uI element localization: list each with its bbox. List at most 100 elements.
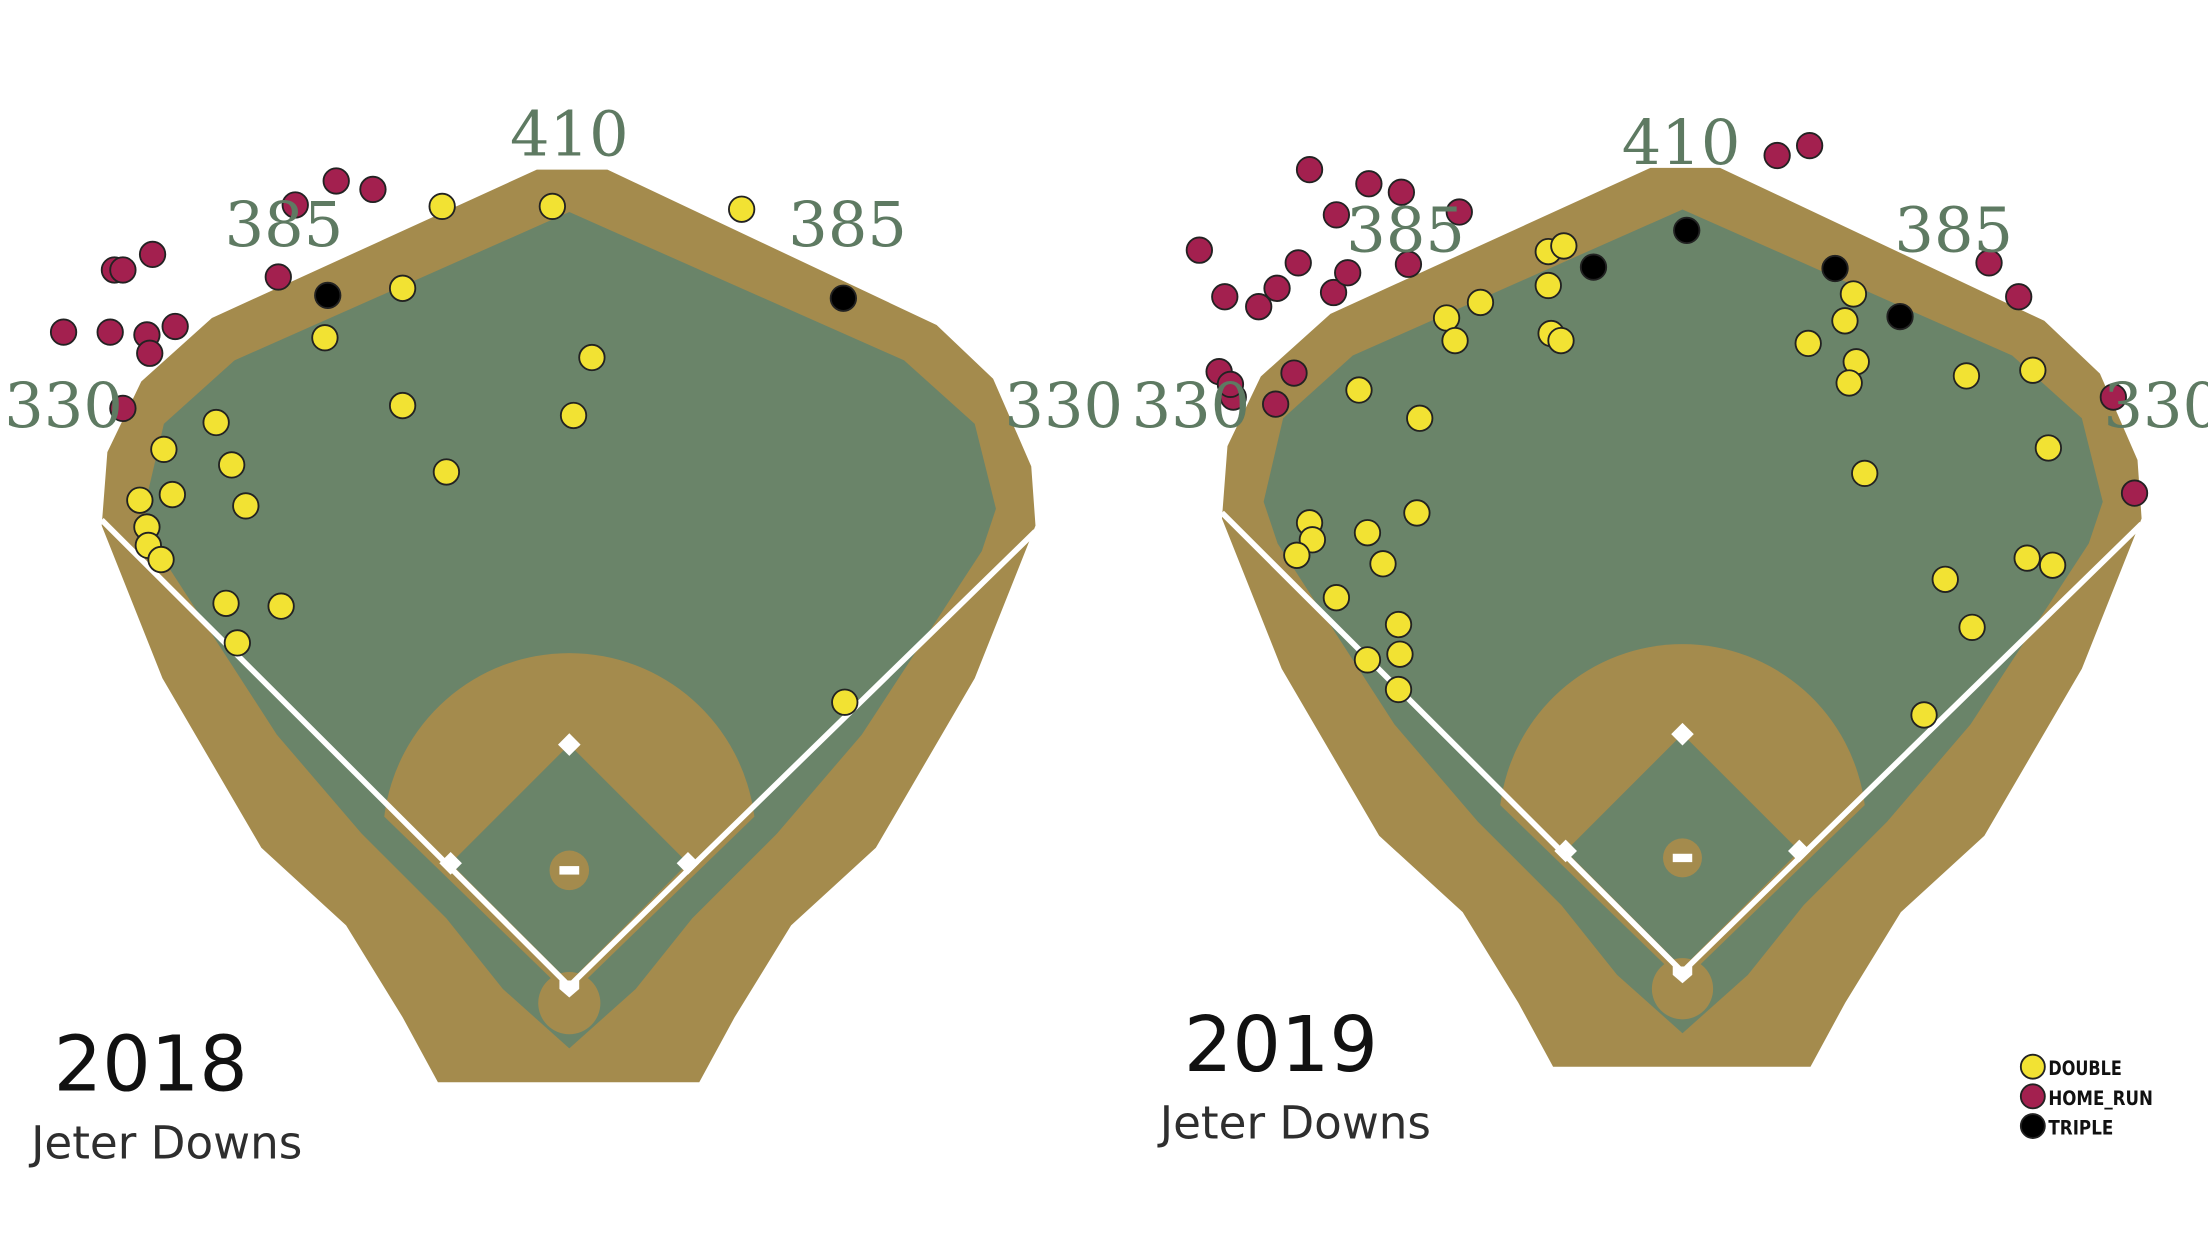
dist-2018-left-line: 330 <box>4 369 123 442</box>
chart-subtitle-2018: Jeter Downs <box>28 1117 302 1170</box>
point-2019-triple-0 <box>1673 216 1701 245</box>
point-2019-home-run-11 <box>1319 278 1348 307</box>
point-2019-double-32 <box>1353 646 1382 674</box>
point-2019-home-run-21 <box>1262 390 1290 418</box>
point-2019-double-21 <box>1353 519 1382 547</box>
point-2019-double-12 <box>1835 369 1863 397</box>
point-2018-double-13 <box>126 486 154 514</box>
point-2018-double-10 <box>218 451 246 479</box>
point-2019-triple-2 <box>1821 254 1849 283</box>
point-2019-triple-3 <box>1886 302 1914 331</box>
hit-points <box>49 132 2149 729</box>
point-2018-double-5 <box>578 343 606 372</box>
point-2018-home-run-11 <box>136 339 164 367</box>
point-2019-home-run-7 <box>1185 236 1213 264</box>
point-2018-home-run-6 <box>264 263 292 291</box>
point-2018-double-2 <box>728 195 756 223</box>
point-2019-home-run-1 <box>1763 141 1791 170</box>
point-2019-home-run-4 <box>1387 178 1415 206</box>
field-2018 <box>99 169 1038 1083</box>
first-base-2019 <box>1788 839 1811 863</box>
point-2019-double-9 <box>1831 307 1859 335</box>
point-2019-double-15 <box>1345 376 1373 404</box>
point-2018-double-7 <box>559 401 588 430</box>
point-2019-double-10 <box>1794 329 1822 358</box>
point-2018-double-0 <box>428 192 456 221</box>
point-2018-double-11 <box>432 458 461 486</box>
point-2018-home-run-10 <box>161 312 189 341</box>
chart-subtitle-2019: Jeter Downs <box>1157 1097 1431 1150</box>
second-base-2018 <box>558 733 581 756</box>
point-2019-home-run-23 <box>2120 479 2149 507</box>
chart-title-2018: 2018 <box>54 1020 248 1109</box>
point-2019-double-2 <box>1534 271 1562 300</box>
third-base-2019 <box>1554 839 1577 863</box>
point-2019-home-run-0 <box>1295 156 1324 184</box>
chart-title-2019: 2019 <box>1184 1000 1378 1089</box>
point-2019-home-run-5 <box>1322 201 1351 229</box>
point-2019-double-3 <box>1466 288 1495 317</box>
legend-home-run-label: HOME_RUN <box>2048 1087 2153 1110</box>
point-2018-double-1 <box>538 192 566 221</box>
point-2019-home-run-20 <box>1280 359 1308 387</box>
point-2018-double-20 <box>223 629 251 657</box>
point-2019-double-1 <box>1550 232 1578 260</box>
point-2018-double-4 <box>311 324 339 352</box>
legend-triple-label: TRIPLE <box>2048 1117 2113 1140</box>
outfield-grass-2018 <box>144 212 996 1049</box>
point-2018-double-8 <box>202 408 230 437</box>
dist-2019-left-center: 385 <box>1346 194 1465 267</box>
point-2018-double-18 <box>212 589 240 617</box>
point-2018-home-run-2 <box>281 191 309 219</box>
point-2018-double-14 <box>232 492 260 520</box>
field-2019 <box>1219 167 2144 1067</box>
dist-2018-left-center: 385 <box>225 188 344 261</box>
point-2019-double-33 <box>1384 675 1413 704</box>
point-2019-home-run-14 <box>1211 283 1239 311</box>
point-2019-home-run-13 <box>1245 293 1273 321</box>
point-2019-double-19 <box>1403 499 1431 527</box>
legend-double-marker <box>2019 1053 2046 1080</box>
point-2018-double-3 <box>388 274 417 302</box>
point-2018-double-17 <box>147 545 175 574</box>
point-2018-double-9 <box>150 435 178 463</box>
point-2019-home-run-19 <box>1216 370 1245 399</box>
point-2019-double-7 <box>1547 326 1575 355</box>
dist-2019-center: 410 <box>1622 106 1741 179</box>
dist-2019-right-center: 385 <box>1894 194 2013 267</box>
point-2019-home-run-3 <box>1355 170 1383 198</box>
point-2018-home-run-12 <box>109 394 137 423</box>
point-2018-double-12 <box>158 480 186 509</box>
point-2019-double-16 <box>1406 404 1434 432</box>
legend-triple-marker <box>2019 1113 2046 1139</box>
point-2019-double-30 <box>1958 613 1986 641</box>
point-2019-double-26 <box>2013 544 2041 572</box>
point-2019-double-5 <box>1441 326 1469 355</box>
point-2019-double-29 <box>1384 610 1413 639</box>
dist-2019-right-line: 330 <box>2103 369 2208 442</box>
point-2018-home-run-7 <box>49 318 78 346</box>
point-2018-double-6 <box>388 391 417 420</box>
point-2019-home-run-8 <box>1284 249 1312 277</box>
home-plate-area-2018 <box>538 972 601 1035</box>
point-2019-triple-1 <box>1579 253 1608 281</box>
point-2019-double-13 <box>1952 362 1981 390</box>
legend-home-run-marker <box>2019 1083 2046 1110</box>
point-2018-home-run-8 <box>96 318 124 346</box>
point-2019-double-17 <box>2034 434 2063 462</box>
point-2019-double-14 <box>2019 356 2047 384</box>
pitchers-rubber-2018 <box>559 866 580 875</box>
point-2019-home-run-6 <box>1445 198 1473 226</box>
point-2019-double-34 <box>1910 701 1938 729</box>
pitchers-rubber-2019 <box>1672 853 1693 863</box>
legend: DOUBLE HOME_RUN TRIPLE <box>2019 1053 2153 1140</box>
point-2018-triple-1 <box>829 284 857 312</box>
dist-2018-right-center: 385 <box>788 188 907 261</box>
point-2019-double-31 <box>1386 640 1414 668</box>
legend-double-label: DOUBLE <box>2048 1057 2121 1080</box>
point-2019-double-27 <box>2038 551 2067 579</box>
home-plate-area-2019 <box>1651 958 1714 1020</box>
point-2018-double-21 <box>831 688 859 716</box>
dist-2018-right-line: 330 <box>1004 369 1123 442</box>
